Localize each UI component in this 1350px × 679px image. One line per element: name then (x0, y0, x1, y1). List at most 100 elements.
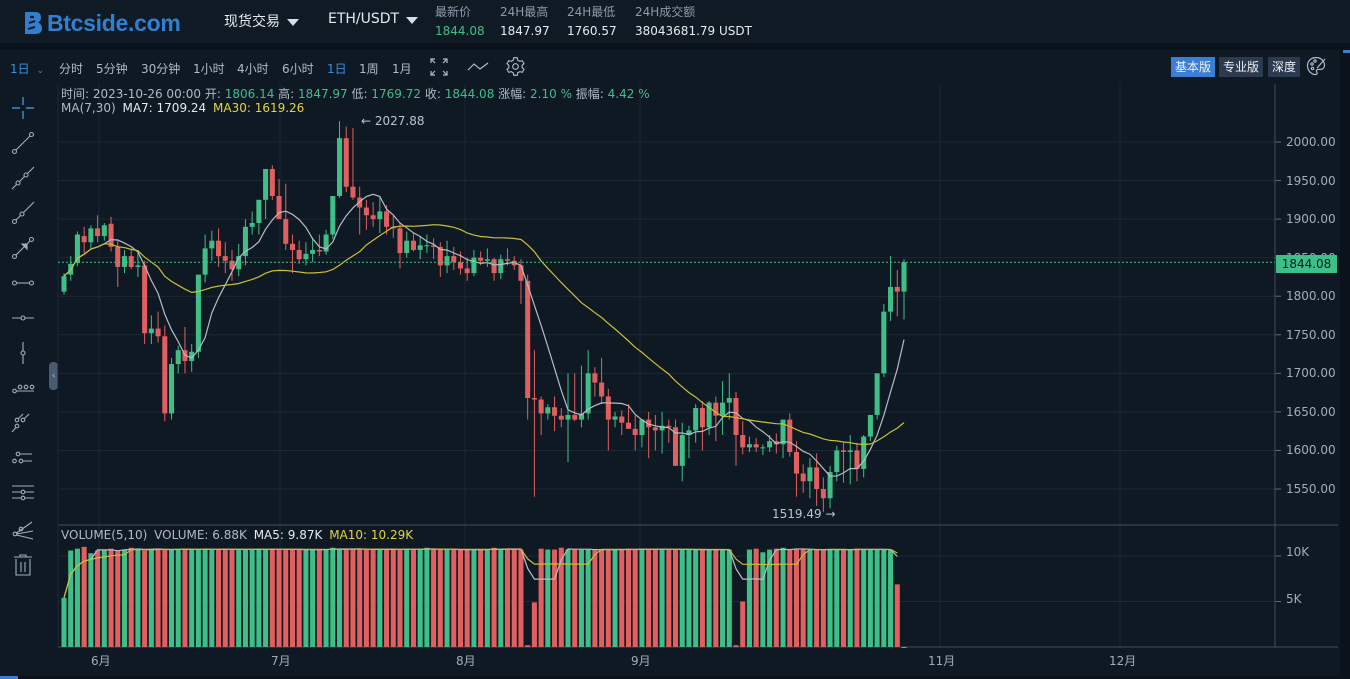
fullscreen-icon (430, 58, 448, 76)
time-axis-tick: 11月 (928, 654, 956, 668)
close-value: 1844.08 (444, 87, 495, 101)
time-axis-tick: 8月 (456, 654, 476, 668)
ma30-value: MA30: 1619.26 (213, 101, 305, 115)
change-label: 涨幅: (498, 87, 527, 101)
right-panel-edge (1340, 44, 1350, 679)
amplitude-value: 4.42 % (607, 87, 650, 101)
max-price-annotation: ← 2027.88 (361, 114, 425, 128)
fullscreen-button[interactable] (430, 58, 448, 79)
price-line-tool[interactable] (8, 374, 38, 402)
horizontal-line-tool[interactable] (8, 304, 38, 332)
price-channel-tool[interactable] (8, 444, 38, 472)
version-basic-button[interactable]: 基本版 (1171, 57, 1216, 77)
stat-label: 24H最高 (500, 5, 549, 19)
logo[interactable]: Btcside.com (22, 9, 181, 36)
price-channel-icon (12, 451, 32, 464)
interval-tab-6h[interactable]: 6小时 (282, 62, 314, 76)
price-axis-tick: 2000.00 (1286, 135, 1336, 149)
stat-24h-low: 24H最低 1760.57 (567, 4, 617, 40)
top-header: Btcside.com 现货交易 ETH/USDT 最新价 1844.08 24… (0, 0, 1350, 44)
indicator-button[interactable] (467, 60, 489, 77)
high-label: 高: (278, 87, 295, 101)
parallel-lines-tool[interactable] (8, 479, 38, 507)
volume-ma10-value: MA10: 10.29K (329, 528, 414, 542)
caret-down-icon (406, 16, 419, 24)
change-value: 2.10 % (530, 87, 572, 101)
ma7-value: MA7: 1709.24 (122, 101, 207, 115)
stat-value: 1847.97 (500, 24, 550, 38)
kline-chart-panel: 1日 ⌄ 分时 5分钟 30分钟 1小时 4小时 6小时 1日 1周 1月 基本… (0, 50, 1340, 679)
chevron-left-icon: ‹ (51, 371, 56, 381)
volume-axis-tick: 5K (1286, 592, 1302, 606)
chevron-down-icon: ⌄ (36, 66, 45, 76)
fibonacci-fan-tool[interactable] (8, 516, 38, 544)
stat-value: 38043681.79 USDT (635, 24, 752, 38)
stat-value: 1844.08 (435, 24, 485, 38)
interval-tab-timeline[interactable]: 分时 (59, 62, 84, 76)
close-label: 收: (424, 87, 441, 101)
parallel-channel-icon (11, 413, 30, 433)
pair-dropdown[interactable]: ETH/USDT (328, 11, 419, 27)
delete-drawings-button[interactable] (8, 551, 38, 579)
arrow-line-tool[interactable] (8, 234, 38, 262)
low-label: 低: (351, 87, 368, 101)
time-value: 2023-10-26 00:00 (92, 87, 202, 101)
time-axis-tick: 12月 (1109, 654, 1137, 668)
open-value: 1806.14 (224, 87, 275, 101)
market-type-dropdown[interactable]: 现货交易 (224, 11, 299, 31)
fibonacci-fan-icon (12, 521, 34, 540)
vertical-line-tool[interactable] (8, 339, 38, 367)
open-label: 开: (204, 87, 221, 101)
price-axis-tick: 1650.00 (1286, 405, 1336, 419)
horizontal-line-icon (12, 315, 34, 321)
parallel-lines-icon (12, 485, 34, 501)
settings-button[interactable] (505, 56, 526, 80)
parallel-channel-tool[interactable] (8, 409, 38, 437)
chart-toolbar: 1日 ⌄ 分时 5分钟 30分钟 1小时 4小时 6小时 1日 1周 1月 基本… (0, 50, 1340, 84)
price-axis-tick: 1900.00 (1286, 212, 1336, 226)
interval-tab-1d[interactable]: 1日 (327, 62, 347, 76)
volume-value: VOLUME: 6.88K (154, 528, 247, 542)
version-pro-button[interactable]: 专业版 (1219, 57, 1264, 77)
ray-line-tool[interactable] (8, 199, 38, 227)
depth-button[interactable]: 深度 (1268, 57, 1301, 77)
stat-24h-high: 24H最高 1847.97 (500, 4, 550, 40)
line-segment-tool[interactable] (8, 129, 38, 157)
bottom-panel-edge (0, 676, 1340, 679)
price-axis-tick: 1750.00 (1286, 328, 1336, 342)
interval-select-label: 1日 (10, 62, 30, 76)
time-axis-tick: 7月 (271, 654, 291, 668)
theme-button[interactable] (1306, 56, 1326, 79)
volume-title: VOLUME(5,10) (61, 528, 148, 542)
collapse-toolbar-button[interactable]: ‹ (49, 362, 58, 390)
interval-tab-1h[interactable]: 1小时 (193, 62, 225, 76)
stat-label: 最新价 (435, 5, 472, 19)
kline-canvas[interactable] (0, 50, 1340, 679)
ma-title: MA(7,30) (61, 101, 116, 115)
arrow-line-icon (11, 236, 35, 260)
interval-tab-1w[interactable]: 1周 (359, 62, 379, 76)
stat-value: 1760.57 (567, 24, 617, 38)
min-price-annotation: 1519.49 → (772, 507, 836, 521)
ray-line-icon (11, 201, 35, 225)
interval-tab-30m[interactable]: 30分钟 (141, 62, 181, 76)
interval-tab-4h[interactable]: 4小时 (237, 62, 269, 76)
time-axis-tick: 6月 (91, 654, 111, 668)
horizontal-segment-tool[interactable] (8, 269, 38, 297)
extended-line-tool[interactable] (8, 164, 38, 192)
logo-text: Btcside.com (47, 9, 181, 36)
ohlc-info-line: 时间: 2023-10-26 00:00 开: 1806.14 高: 1847.… (61, 85, 650, 102)
logo-icon (25, 12, 42, 34)
interval-select[interactable]: 1日 ⌄ (10, 60, 44, 77)
stat-label: 24H成交额 (635, 5, 696, 19)
market-type-label: 现货交易 (224, 14, 280, 30)
interval-tab-1mo[interactable]: 1月 (392, 62, 412, 76)
price-axis-tick: 1700.00 (1286, 366, 1336, 380)
theme-palette-icon (1306, 56, 1326, 76)
drawing-toolbar (0, 84, 46, 679)
low-value: 1769.72 (371, 87, 421, 101)
time-axis-tick: 9月 (631, 654, 651, 668)
interval-tab-5m[interactable]: 5分钟 (96, 62, 128, 76)
crosshair-tool[interactable] (8, 94, 38, 122)
vertical-line-icon (20, 342, 26, 364)
